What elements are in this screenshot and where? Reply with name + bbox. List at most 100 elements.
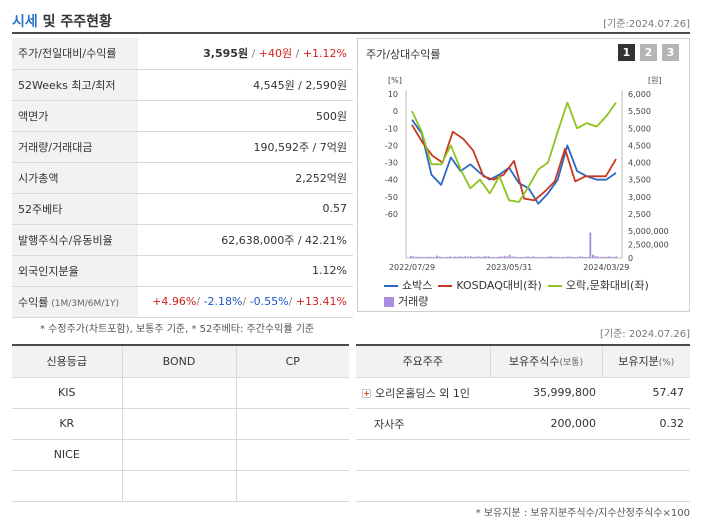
price-row: 수익률 (1M/3M/6M/1Y) +4.96%/ -2.18%/ -0.55%/… xyxy=(12,286,353,318)
col-ownership-label: 보유지분 xyxy=(618,355,659,369)
price-row-value: +4.96%/ -2.18%/ -0.55%/ +13.41% xyxy=(138,286,353,318)
price-row-value: 190,592주 / 7억원 xyxy=(138,131,353,163)
price-row-value: 1.12% xyxy=(138,255,353,287)
volume-bar xyxy=(420,256,423,258)
volume-bar xyxy=(508,254,511,258)
price-row-label: 발행주식수/유동비율 xyxy=(12,224,138,256)
volume-bar xyxy=(446,256,449,258)
right-tick-label: 3,500 xyxy=(628,176,651,185)
shareholder-name-cell[interactable]: 오리온홀딩스 외 1인 xyxy=(356,377,490,409)
volume-bar xyxy=(607,256,610,258)
volume-bar xyxy=(573,257,576,258)
empty-cell xyxy=(356,470,490,502)
left-tick-label: 0 xyxy=(393,107,398,116)
price-row: 52주베타 0.57 xyxy=(12,193,353,225)
volume-bar xyxy=(428,256,431,258)
volume-bar xyxy=(519,256,522,258)
legend-item[interactable]: 거래량 xyxy=(384,294,428,310)
legend-label: 오락,문화대비(좌) xyxy=(565,279,649,292)
chart-period-button-3[interactable]: 3 xyxy=(662,44,679,61)
volume-bar xyxy=(472,256,475,258)
col-shares-held-label: 보유주식수 xyxy=(508,355,560,369)
credit-row: KIS xyxy=(12,377,349,409)
volume-bar xyxy=(415,256,418,258)
legend-label: 거래량 xyxy=(398,295,429,308)
volume-bar xyxy=(477,256,480,258)
right-tick-label: 5,500 xyxy=(628,107,651,116)
volume-bar xyxy=(456,256,459,258)
volume-bar xyxy=(430,256,433,258)
volume-bar xyxy=(438,256,441,258)
price-value-part: 4,545원 / 2,590원 xyxy=(253,78,347,92)
legend-item[interactable]: 쇼박스 xyxy=(384,278,432,294)
volume-bar xyxy=(615,256,618,258)
col-shares-held-unit: (보통) xyxy=(559,358,584,369)
volume-bar xyxy=(571,256,574,258)
credit-cell xyxy=(121,470,236,502)
chart-period-button-1[interactable]: 1 xyxy=(618,44,635,61)
price-row: 발행주식수/유동비율 62,638,000주 / 42.21% xyxy=(12,224,353,256)
col-ownership: 보유지분(%) xyxy=(601,345,690,378)
section-title-rest: 및 주주현황 xyxy=(37,14,112,30)
volume-bar xyxy=(467,256,470,258)
volume-tick-label: 0 xyxy=(628,254,633,263)
volume-bar xyxy=(584,256,587,258)
volume-bar xyxy=(454,256,457,258)
shareholder-name: 자사주 xyxy=(374,417,405,431)
volume-bar xyxy=(532,256,535,258)
volume-bar xyxy=(412,256,415,258)
volume-bar xyxy=(566,256,568,258)
price-row: 외국인지분율 1.12% xyxy=(12,255,353,287)
volume-bar xyxy=(589,232,592,258)
expand-plus-icon[interactable] xyxy=(362,388,371,398)
left-axis-unit: [%] xyxy=(388,76,402,85)
credit-cell: KIS xyxy=(12,377,122,409)
volume-bar xyxy=(514,256,516,258)
legend-label: 쇼박스 xyxy=(402,279,433,292)
legend-item[interactable]: KOSDAQ대비(좌) xyxy=(438,278,542,294)
volume-bar xyxy=(485,256,488,258)
price-value-part: +40원 xyxy=(258,47,293,61)
ownership-footnote: * 보유지분 : 보유지분주식수/지수산정주식수×100 xyxy=(475,508,690,519)
volume-bar xyxy=(553,256,555,258)
reference-date-2: [기준: 2024.07.26] xyxy=(599,329,690,340)
volume-bar xyxy=(480,256,483,258)
empty-cell xyxy=(602,470,690,502)
shareholder-name: 오리온홀딩스 외 1인 xyxy=(375,386,470,400)
col-ownership-unit: (%) xyxy=(658,358,675,369)
left-tick-label: -30 xyxy=(385,159,398,168)
price-value-part: 62,638,000주 / 42.21% xyxy=(221,233,347,247)
price-value-part: -0.55% xyxy=(249,295,289,308)
volume-bar xyxy=(475,256,477,258)
shareholder-empty-row xyxy=(356,439,690,471)
volume-bar xyxy=(482,256,485,258)
empty-cell xyxy=(490,439,602,471)
shareholder-row: 자사주 200,000 0.32 xyxy=(356,408,690,440)
credit-col-header: BOND xyxy=(121,345,236,378)
price-row-label-text: 시가총액 xyxy=(18,171,59,185)
credit-col-header: CP xyxy=(235,345,349,378)
volume-bar xyxy=(527,256,529,258)
price-row-value: 0.57 xyxy=(138,193,353,225)
chart-panel: [%] [원] 10 0 -10 -20 -30 -40 -50 -60 6,000 5,500 5,0… xyxy=(357,38,690,312)
volume-bar xyxy=(441,256,444,258)
price-row: 주가/전일대비/수익률 3,595원 / +40원 / +1.12% xyxy=(12,38,353,70)
legend-swatch xyxy=(384,285,398,287)
price-row-label: 거래량/거래대금 xyxy=(12,131,138,163)
price-row-value: 500원 xyxy=(138,100,353,132)
legend-item[interactable]: 오락,문화대비(좌) xyxy=(547,278,649,294)
volume-bar xyxy=(459,256,462,258)
price-row-label-text: 외국인지분율 xyxy=(18,264,79,278)
volume-bar xyxy=(545,256,548,258)
price-row-label-text: 52주베타 xyxy=(18,202,63,216)
volume-bar xyxy=(597,256,600,258)
price-value-part: 1.12% xyxy=(312,264,347,277)
volume-bar xyxy=(537,257,540,258)
volume-bar xyxy=(490,257,493,258)
price-row-label-sub: (1M/3M/6M/1Y) xyxy=(48,298,120,309)
volume-bar xyxy=(436,255,438,258)
chart-period-button-2[interactable]: 2 xyxy=(640,44,657,61)
price-row: 거래량/거래대금 190,592주 / 7억원 xyxy=(12,131,353,163)
credit-rating-table: 신용등급 BOND CP KIS KR NICE xyxy=(12,344,349,502)
price-row-label-text: 액면가 xyxy=(18,109,49,123)
